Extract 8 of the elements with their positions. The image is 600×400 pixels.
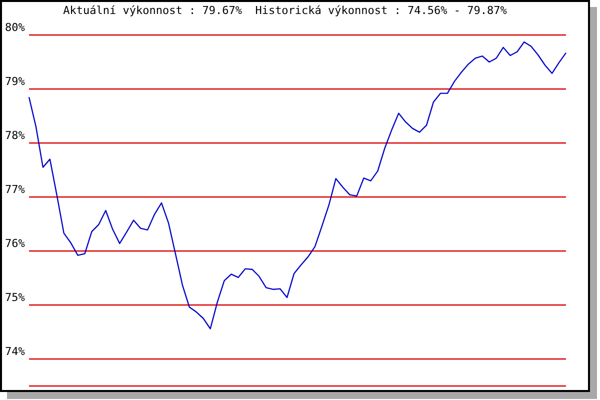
- y-tick-label: 78%: [5, 129, 26, 142]
- y-tick-label: 75%: [5, 291, 26, 304]
- y-tick-label: 74%: [5, 345, 26, 358]
- y-tick-label: 77%: [5, 183, 26, 196]
- y-tick-label: 76%: [5, 237, 26, 250]
- y-tick-label: 80%: [5, 21, 26, 34]
- y-tick-label: 79%: [5, 75, 26, 88]
- chart-title: Aktuální výkonnost : 79.67% Historická výkonnost : 74.56% - 79.87%: [62, 4, 508, 17]
